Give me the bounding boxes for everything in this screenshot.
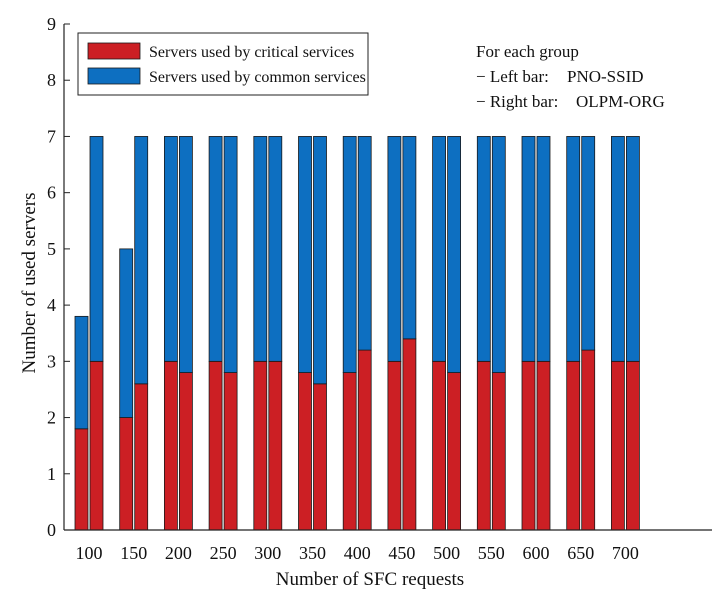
x-tick-label: 300 bbox=[254, 543, 281, 563]
y-axis-label: Number of used servers bbox=[19, 193, 40, 374]
legend-swatch-critical bbox=[87, 42, 141, 60]
y-ticks: 0 1 2 3 4 5 6 7 8 9 bbox=[47, 14, 70, 540]
bar-common-right-400 bbox=[357, 136, 372, 351]
x-tick-label: 100 bbox=[76, 543, 103, 563]
bar-common-right-700 bbox=[626, 136, 640, 362]
bars-layer bbox=[74, 136, 640, 531]
bar-critical-left-550 bbox=[476, 360, 491, 531]
bar-critical-left-150 bbox=[119, 417, 134, 531]
x-tick-label: 350 bbox=[299, 543, 326, 563]
x-axis-label: Number of SFC requests bbox=[276, 569, 464, 590]
bar-critical-left-600 bbox=[521, 360, 536, 531]
annotation-left-prefix: − Left bar: bbox=[476, 67, 549, 86]
legend-label-common: Servers used by common services bbox=[149, 69, 366, 86]
y-tick-label: 0 bbox=[47, 520, 56, 540]
bar-critical-right-150 bbox=[134, 383, 149, 531]
x-tick-label: 650 bbox=[567, 543, 594, 563]
axes-layer bbox=[63, 24, 712, 531]
bar-common-left-450 bbox=[387, 136, 402, 362]
bar-common-right-550 bbox=[491, 136, 506, 373]
bar-common-left-150 bbox=[119, 248, 134, 418]
x-tick-label: 400 bbox=[344, 543, 371, 563]
y-tick-label: 4 bbox=[47, 295, 56, 315]
bar-common-right-150 bbox=[134, 136, 149, 385]
x-tick-label: 150 bbox=[120, 543, 147, 563]
x-tick-label: 550 bbox=[478, 543, 505, 563]
bar-common-left-300 bbox=[253, 136, 268, 362]
legend-swatch-common bbox=[87, 67, 141, 85]
bar-common-left-250 bbox=[208, 136, 223, 362]
bar-common-left-700 bbox=[611, 136, 625, 362]
y-tick-label: 8 bbox=[47, 70, 56, 90]
y-tick-label: 7 bbox=[47, 126, 56, 146]
bar-critical-right-550 bbox=[491, 372, 506, 531]
group-annotation: For each group − Left bar: PNO-SSID − Ri… bbox=[476, 42, 665, 111]
bar-common-right-200 bbox=[178, 136, 193, 373]
bar-common-left-350 bbox=[298, 136, 312, 373]
bar-common-right-250 bbox=[223, 136, 238, 373]
y-tick-label: 3 bbox=[47, 351, 56, 371]
bar-common-left-500 bbox=[432, 136, 447, 362]
bar-common-left-650 bbox=[566, 136, 581, 362]
bar-critical-left-250 bbox=[208, 360, 223, 531]
bar-critical-left-500 bbox=[432, 360, 447, 531]
bar-common-left-400 bbox=[342, 136, 357, 373]
bar-critical-left-300 bbox=[253, 360, 268, 531]
bar-common-right-450 bbox=[402, 136, 417, 340]
bar-critical-right-100 bbox=[89, 360, 104, 531]
x-tick-label: 200 bbox=[165, 543, 192, 563]
y-tick-label: 1 bbox=[47, 464, 56, 484]
bar-critical-left-400 bbox=[342, 372, 357, 531]
bar-common-right-350 bbox=[313, 136, 327, 385]
bar-common-left-550 bbox=[476, 136, 491, 362]
legend-label-critical: Servers used by critical services bbox=[149, 44, 354, 61]
y-tick-label: 6 bbox=[47, 183, 56, 203]
bar-critical-left-100 bbox=[74, 428, 89, 531]
bar-common-left-600 bbox=[521, 136, 536, 362]
bar-common-right-100 bbox=[89, 136, 104, 362]
annotation-right-value: OLPM-ORG bbox=[576, 92, 665, 111]
x-tick-label: 250 bbox=[210, 543, 237, 563]
bar-common-right-300 bbox=[268, 136, 283, 362]
bar-critical-right-400 bbox=[357, 349, 372, 531]
x-ticks: 100 150 200 250 300 350 400 450 500 550 600 650 700 bbox=[76, 543, 639, 563]
annotation-right-prefix: − Right bar: bbox=[476, 92, 558, 111]
bar-common-left-100 bbox=[74, 315, 89, 430]
bar-critical-right-200 bbox=[178, 372, 193, 531]
legend: Servers used by critical services Server… bbox=[77, 32, 369, 96]
x-tick-label: 600 bbox=[523, 543, 550, 563]
bar-common-right-500 bbox=[447, 136, 462, 373]
bar-critical-right-450 bbox=[402, 338, 417, 531]
x-tick-label: 450 bbox=[388, 543, 415, 563]
x-tick-label: 700 bbox=[612, 543, 639, 563]
bar-critical-right-650 bbox=[581, 349, 596, 531]
y-tick-label: 9 bbox=[47, 14, 56, 34]
y-tick-label: 5 bbox=[47, 239, 56, 259]
bar-critical-right-250 bbox=[223, 372, 238, 531]
x-tick-label: 500 bbox=[433, 543, 460, 563]
bar-critical-right-700 bbox=[626, 360, 640, 531]
annotation-title: For each group bbox=[476, 42, 579, 61]
bar-critical-left-650 bbox=[566, 360, 581, 531]
y-tick-label: 2 bbox=[47, 408, 56, 428]
bar-critical-left-200 bbox=[163, 360, 178, 531]
bar-critical-right-500 bbox=[447, 372, 462, 531]
bar-critical-right-600 bbox=[536, 360, 551, 531]
bar-common-left-200 bbox=[163, 136, 178, 362]
bar-critical-left-350 bbox=[298, 372, 312, 531]
bar-critical-right-300 bbox=[268, 360, 283, 531]
annotation-left-value: PNO-SSID bbox=[567, 67, 644, 86]
bar-critical-left-450 bbox=[387, 360, 402, 531]
bar-common-right-650 bbox=[581, 136, 596, 351]
bar-critical-left-700 bbox=[611, 360, 625, 531]
bar-critical-right-350 bbox=[313, 383, 327, 531]
bar-common-right-600 bbox=[536, 136, 551, 362]
